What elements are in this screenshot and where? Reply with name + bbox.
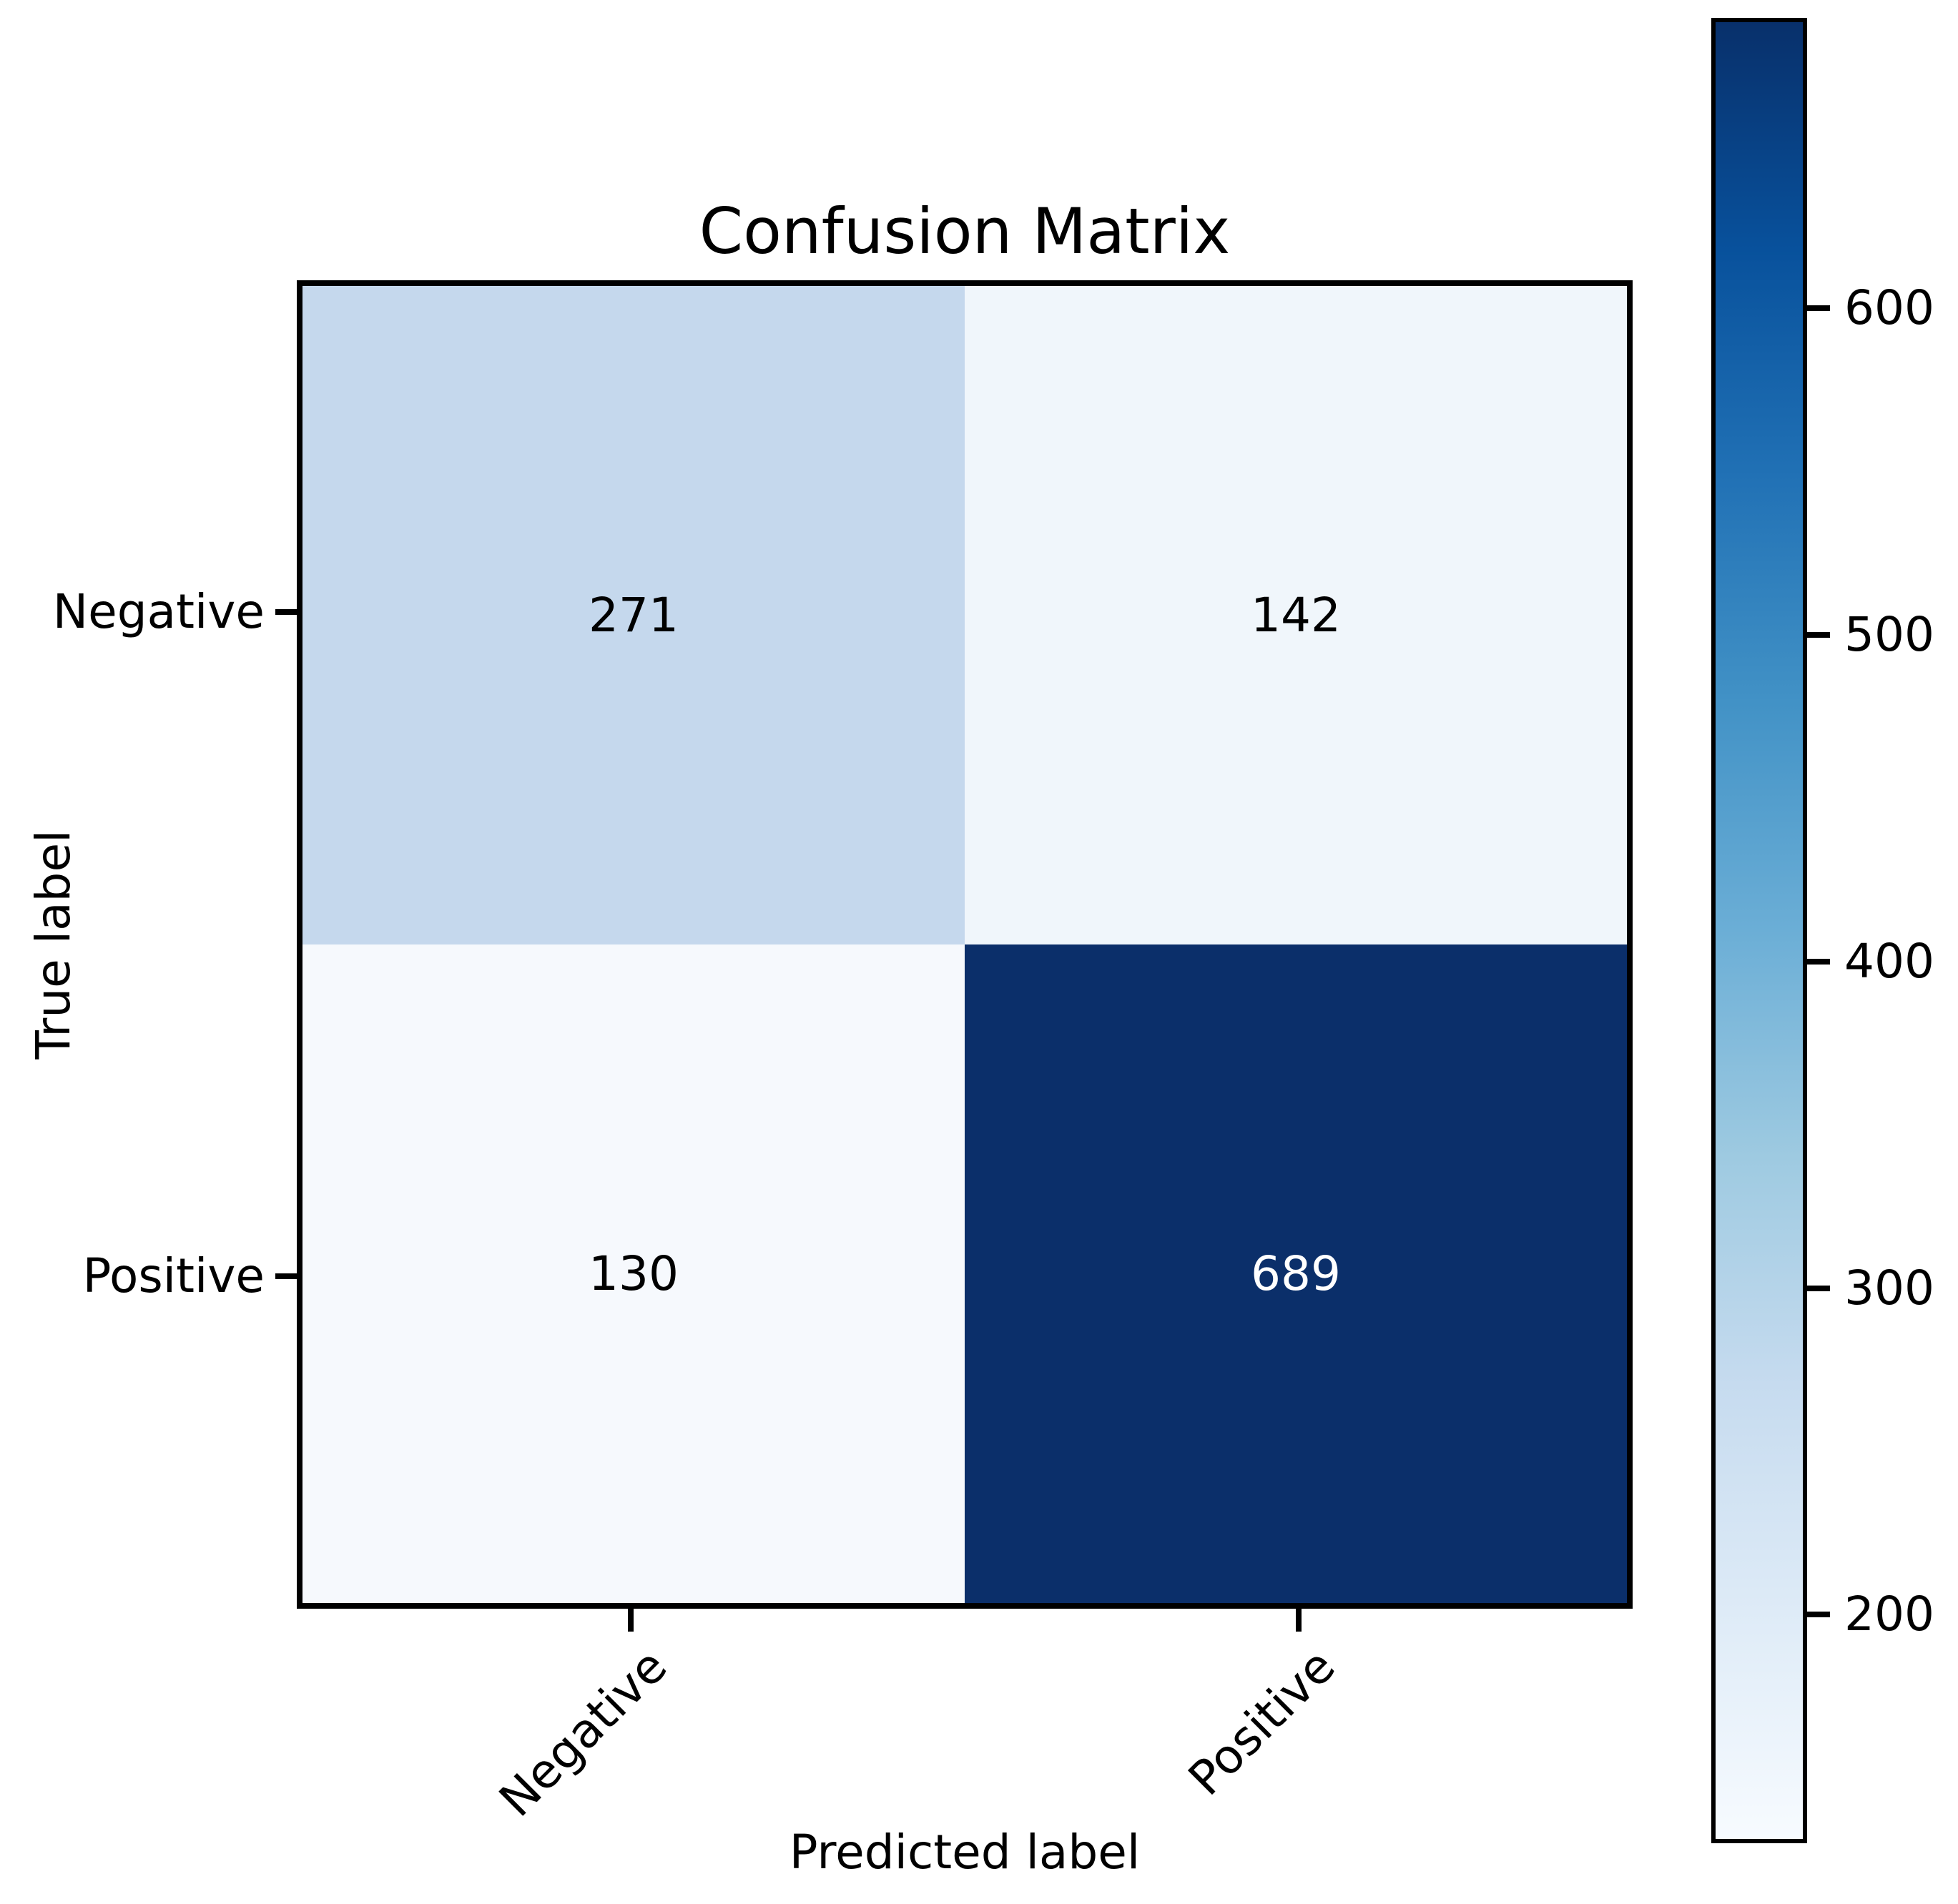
colorbar-tick-label: 300 [1844,1260,1934,1316]
colorbar-tick-label: 500 [1844,607,1934,663]
y-tick-mark-negative [275,609,297,615]
chart-title: Confusion Matrix [699,194,1231,268]
colorbar-tick-label: 200 [1844,1587,1934,1642]
colorbar-tick-mark [1807,1285,1830,1291]
x-axis-title: Predicted label [789,1825,1141,1880]
colorbar-tick-mark [1807,958,1830,965]
heatmap-cell-tn: 271 [302,286,965,944]
heatmap-plot-area: 271 142 130 689 [297,280,1633,1609]
heatmap-cell-fn: 130 [302,944,965,1603]
y-axis-title: True label [26,829,81,1060]
x-tick-mark-positive [1296,1609,1302,1632]
x-tick-label-negative: Negative [488,1638,678,1827]
colorbar-tick-label: 600 [1844,280,1934,336]
colorbar [1711,18,1807,1843]
x-tick-mark-negative [628,1609,634,1632]
y-tick-mark-positive [275,1273,297,1279]
y-tick-label-negative: Negative [52,584,265,639]
colorbar-tick-mark [1807,305,1830,312]
colorbar-tick-label: 400 [1844,933,1934,989]
y-tick-label-positive: Positive [82,1248,265,1303]
heatmap-cell-fp: 142 [965,286,1627,944]
colorbar-tick-mark [1807,632,1830,638]
colorbar-tick-mark [1807,1612,1830,1618]
heatmap-cell-tp: 689 [965,944,1627,1603]
colorbar-ticks: 600 500 400 300 200 [1807,18,1958,1843]
x-tick-label-positive: Positive [1177,1638,1346,1807]
